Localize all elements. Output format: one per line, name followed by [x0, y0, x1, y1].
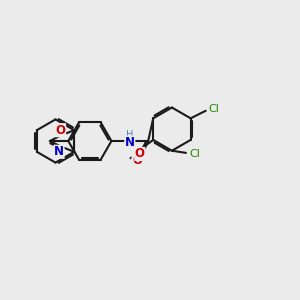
Text: O: O: [132, 154, 142, 167]
Text: N: N: [54, 145, 64, 158]
Text: Cl: Cl: [209, 104, 220, 114]
Text: Cl: Cl: [189, 149, 200, 159]
Text: O: O: [135, 148, 145, 160]
Text: N: N: [125, 136, 135, 149]
Text: H: H: [126, 130, 134, 140]
Text: O: O: [56, 124, 65, 137]
